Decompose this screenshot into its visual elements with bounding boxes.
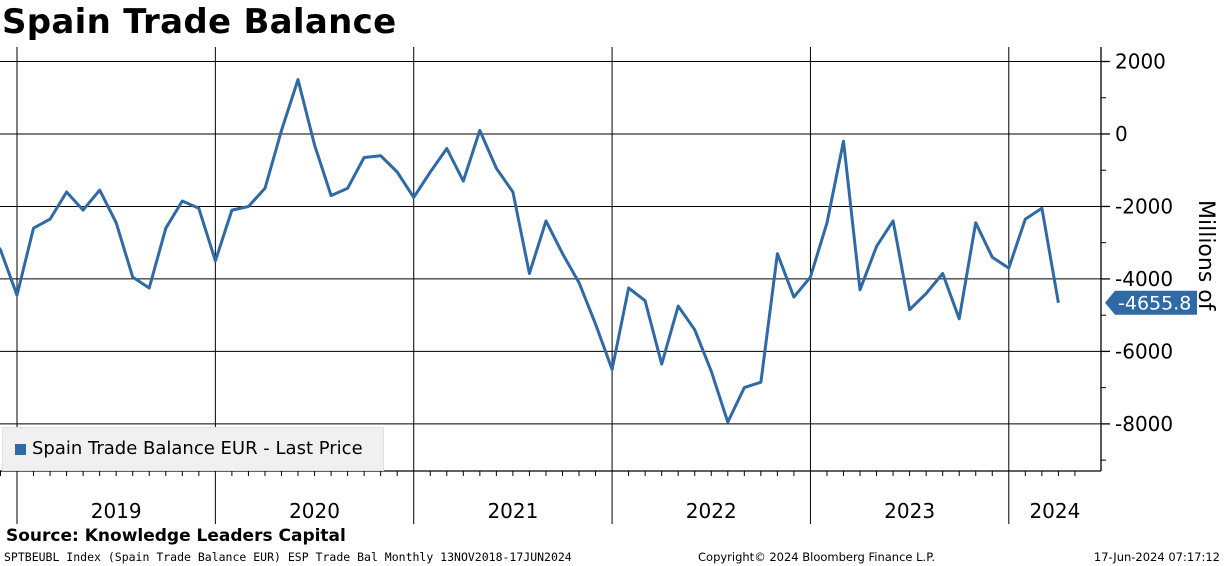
grid: [0, 47, 1101, 471]
labels: 2000 0 -2000 -4000 -6000 -8000 2019 2020 2021 202…: [91, 49, 1218, 523]
source-label: Source: Knowledge Leaders Capital: [6, 526, 346, 546]
last-value-label: -4655.8: [1118, 293, 1191, 315]
y-tick-label: -2000: [1115, 194, 1173, 218]
x-year-label: 2024: [1029, 499, 1080, 523]
y-tick-label: -4000: [1115, 267, 1173, 291]
y-tick-label: 0: [1115, 122, 1128, 146]
page-title: Spain Trade Balance: [2, 2, 397, 42]
y-tick-label: -8000: [1115, 412, 1173, 436]
x-year-label: 2023: [884, 499, 935, 523]
legend-entry: Spain Trade Balance EUR - Last Price: [32, 438, 363, 459]
x-year-label: 2021: [487, 499, 538, 523]
y-axis-label: Millions of: [1193, 200, 1218, 312]
legend-swatch: [15, 444, 26, 455]
legend: Spain Trade Balance EUR - Last Price: [2, 427, 384, 471]
x-year-label: 2022: [686, 499, 737, 523]
y-tick-label: -6000: [1115, 339, 1173, 363]
y-tick-label: 2000: [1115, 49, 1166, 73]
footer-timestamp: 17-Jun-2024 07:17:12: [1093, 550, 1220, 564]
x-year-label: 2019: [91, 499, 142, 523]
footer-copyright: Copyright© 2024 Bloomberg Finance L.P.: [698, 550, 935, 564]
footer-index-info: SPTBEUBL Index (Spain Trade Balance EUR)…: [4, 550, 572, 564]
last-value-tag: [1105, 290, 1197, 315]
series-layer: [0, 78, 1060, 424]
x-year-label: 2020: [289, 499, 340, 523]
series-line-spain-trade-balance: [0, 78, 1060, 424]
axes: [0, 47, 1110, 524]
